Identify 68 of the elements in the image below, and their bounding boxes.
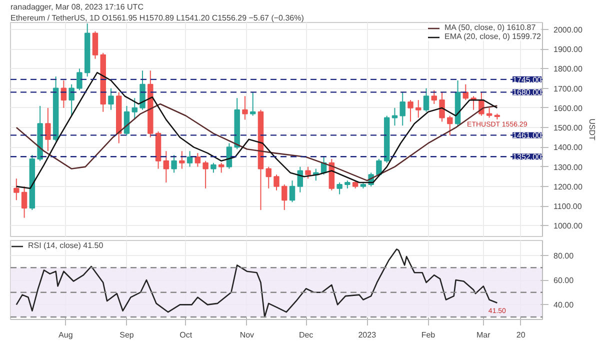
candlestick — [186, 150, 193, 168]
candlestick — [336, 182, 342, 195]
candlestick — [226, 142, 232, 170]
candlestick — [92, 30, 98, 60]
candlestick — [108, 88, 114, 110]
x-tick-label: 20 — [516, 330, 526, 340]
y-tick-label: 80.00 — [554, 251, 574, 260]
candlestick — [266, 166, 272, 189]
candlestick — [400, 92, 406, 126]
y-tick-label: 1200.00 — [554, 182, 583, 192]
candlestick — [132, 98, 138, 120]
candlestick — [21, 186, 28, 218]
ref-line-label: 1461.00 — [512, 131, 542, 140]
candlestick — [179, 150, 185, 170]
ref-line-label: 1352.00 — [512, 152, 542, 162]
y-tick-label: 1700.00 — [554, 84, 583, 94]
candlestick — [68, 84, 74, 116]
y-axis-title: USDT — [587, 118, 596, 140]
candlestick — [76, 68, 82, 91]
x-tick-label: Dec — [298, 330, 314, 340]
ref-line-label: 1745.00 — [512, 75, 542, 84]
y-tick-label: 60.00 — [554, 276, 574, 285]
candlestick — [274, 174, 280, 191]
candlestick — [297, 166, 304, 193]
x-tick-label: Nov — [240, 330, 254, 340]
candlestick — [439, 92, 445, 122]
candlestick — [250, 92, 256, 116]
x-tick-label: Aug — [58, 330, 73, 340]
candlestick — [282, 184, 288, 210]
candlestick — [431, 90, 437, 104]
x-tick-label: Feb — [421, 330, 436, 340]
y-tick-label: 2000.00 — [554, 25, 583, 34]
candlestick — [202, 160, 208, 189]
candlestick — [408, 100, 414, 122]
y-tick-label: 1900.00 — [554, 45, 583, 54]
y-tick-label: 1400.00 — [554, 143, 583, 152]
x-tick-label: Sep — [120, 330, 134, 340]
x-tick-label: Mar — [476, 330, 491, 340]
candlestick — [218, 162, 224, 174]
x-tick-label: Oct — [180, 330, 193, 340]
y-tick-label: 1300.00 — [554, 162, 583, 172]
candlestick — [289, 180, 296, 203]
y-tick-label: 1000.00 — [554, 222, 583, 231]
line-series — [16, 72, 498, 190]
candlestick — [447, 115, 453, 136]
candlestick — [194, 152, 201, 168]
candlestick — [14, 178, 20, 201]
legend-label: RSI (14, close) 41.50 — [28, 241, 104, 250]
legend-label: EMA (20, close, 0) 1599.72 — [444, 32, 541, 41]
candlestick — [423, 88, 430, 112]
y-tick-label: 1500.00 — [554, 124, 583, 133]
candlestick — [242, 96, 248, 120]
candlestick — [45, 107, 51, 152]
y-tick-label: 40.00 — [554, 300, 574, 310]
chart-title: Ethereum / TetherUS, 1D O1561.95 H1570.89 L1541.20 C1556.29 −5.67 (−0.36%) — [10, 14, 304, 22]
legend-label: MA (50, close, 0) 1610.87 — [444, 23, 536, 32]
x-tick-label: 2023 — [358, 330, 377, 340]
candlestick — [486, 107, 492, 118]
text: ranadagger, Mar 08, 2023 17:16 UTC — [10, 2, 144, 12]
ref-line-label: 1680.00 — [512, 88, 542, 98]
candlestick — [171, 154, 177, 174]
y-tick-label: 1100.00 — [554, 202, 582, 212]
y-tick-label: 1600.00 — [554, 104, 583, 113]
candlestick — [305, 166, 311, 180]
candlestick — [210, 162, 216, 174]
candlestick — [163, 150, 170, 184]
candlestick — [416, 100, 422, 118]
y-tick-label: 1800.00 — [554, 64, 583, 74]
